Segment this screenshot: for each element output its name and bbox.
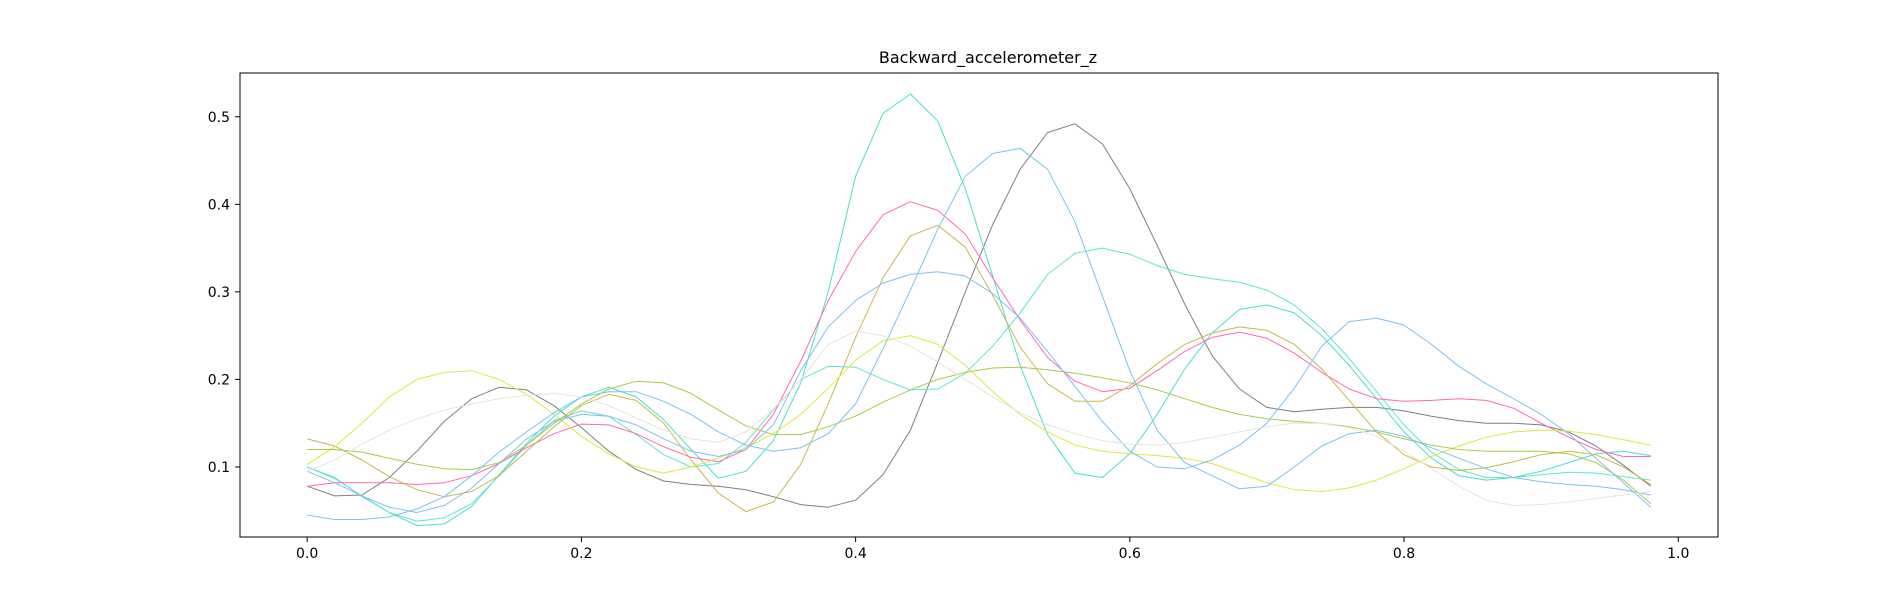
x-tick-label: 0.4 — [844, 546, 866, 562]
series-line-9 — [307, 147, 1651, 520]
x-tick-label: 0.0 — [296, 546, 318, 562]
series-line-4 — [307, 201, 1651, 487]
y-tick-label: 0.1 — [208, 460, 230, 476]
y-tick-label: 0.3 — [208, 285, 230, 301]
series-line-8 — [307, 271, 1652, 513]
x-axis: 0.0 0.2 0.4 0.6 0.8 1.0 — [296, 537, 1689, 562]
plot-frame — [239, 72, 1719, 538]
x-tick-label: 0.2 — [570, 546, 592, 562]
series-line-6 — [306, 335, 1651, 492]
y-tick-label: 0.4 — [208, 197, 230, 213]
y-tick-label: 0.2 — [208, 372, 230, 388]
series-layer — [306, 93, 1652, 527]
series-line-2 — [307, 93, 1651, 527]
series-line-10 — [307, 330, 1651, 506]
y-tick-label: 0.5 — [208, 110, 230, 126]
y-axis: 0.1 0.2 0.3 0.4 0.5 — [208, 110, 240, 476]
x-tick-label: 0.8 — [1393, 546, 1415, 562]
chart-title: Backward_accelerometer_z — [879, 48, 1097, 68]
series-line-1 — [307, 123, 1652, 508]
series-line-5 — [307, 224, 1652, 513]
x-tick-label: 1.0 — [1667, 546, 1689, 562]
series-line-7 — [307, 366, 1652, 505]
x-tick-label: 0.6 — [1119, 546, 1141, 562]
